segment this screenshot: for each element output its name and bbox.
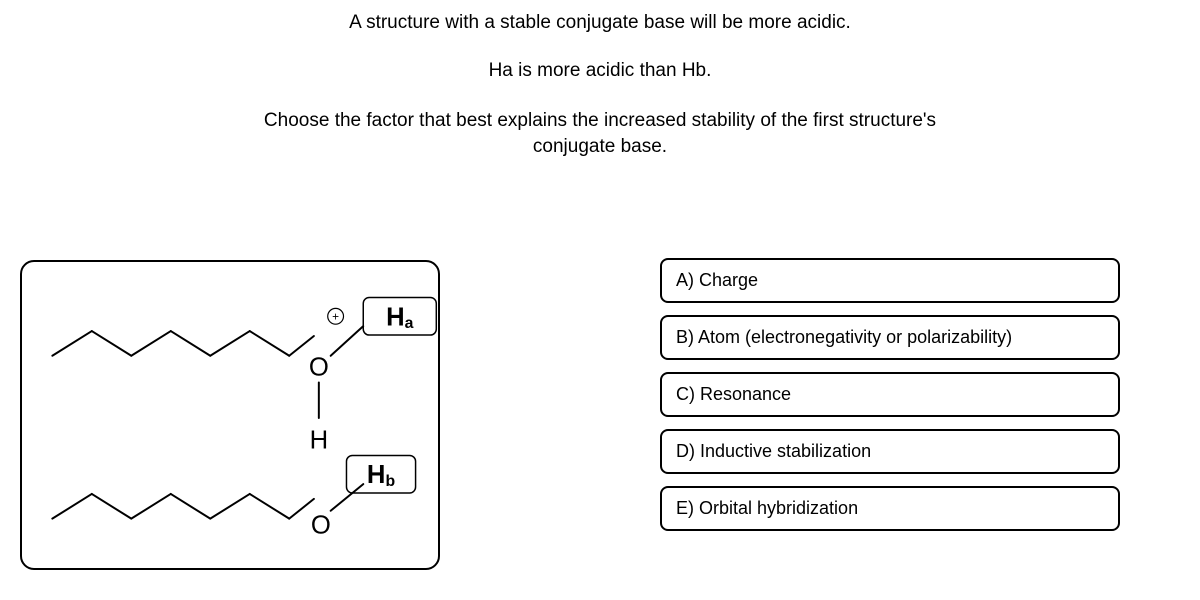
structure-panel: O Ha + H O Hb [20, 260, 440, 570]
prompt-line-2: Ha is more acidic than Hb. [0, 58, 1200, 85]
svg-text:O: O [311, 511, 331, 539]
svg-text:Ha: Ha [386, 303, 414, 332]
prompt-line-4: conjugate base. [0, 134, 1200, 161]
option-a[interactable]: A) Charge [660, 258, 1120, 303]
prompt-line-3: Choose the factor that best explains the… [0, 108, 1200, 135]
option-c[interactable]: C) Resonance [660, 372, 1120, 417]
option-d[interactable]: D) Inductive stabilization [660, 429, 1120, 474]
svg-text:H: H [310, 426, 329, 454]
options-panel: A) Charge B) Atom (electronegativity or … [660, 258, 1120, 543]
svg-text:Hb: Hb [367, 461, 395, 490]
svg-text:+: + [332, 309, 339, 323]
option-b[interactable]: B) Atom (electronegativity or polarizabi… [660, 315, 1120, 360]
structure-diagram: O Ha + H O Hb [22, 262, 438, 568]
svg-text:O: O [309, 353, 329, 381]
option-e[interactable]: E) Orbital hybridization [660, 486, 1120, 531]
prompt-line-1: A structure with a stable conjugate base… [0, 10, 1200, 37]
